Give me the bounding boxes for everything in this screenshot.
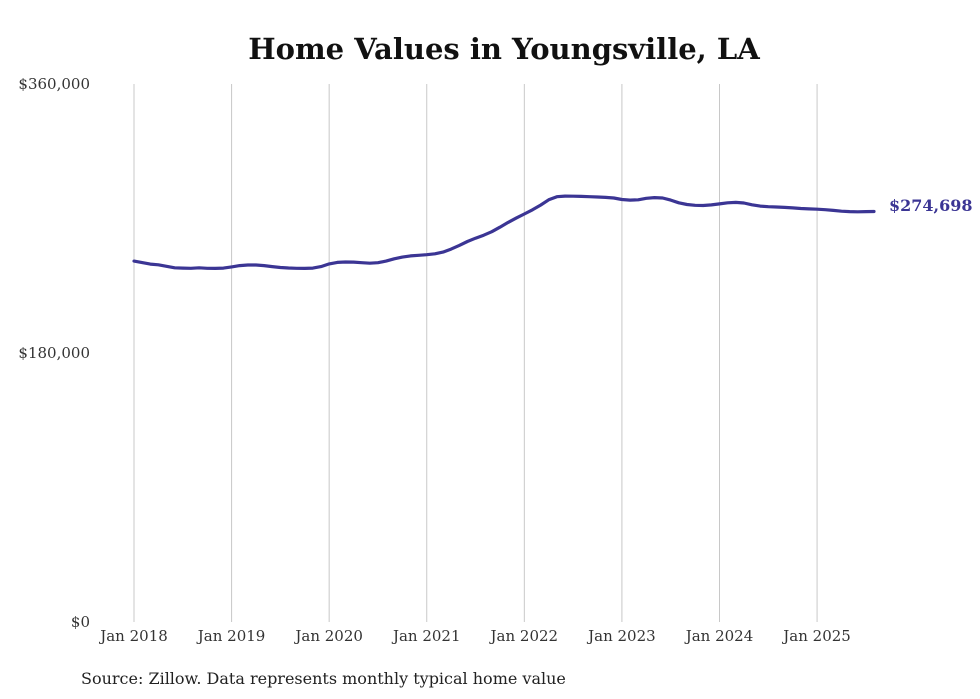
- y-tick-label: $180,000: [18, 344, 90, 362]
- latest-value-label: $274,698: [889, 196, 973, 215]
- x-axis-tick-labels: Jan 2018 Jan 2019 Jan 2020 Jan 2021 Jan 2022…: [98, 627, 851, 645]
- x-tick-label: Jan 2025: [781, 627, 851, 645]
- chart-title: Home Values in Youngsville, LA: [248, 32, 760, 66]
- x-tick-label: Jan 2023: [586, 627, 656, 645]
- x-tick-label: Jan 2018: [98, 627, 168, 645]
- vertical-gridlines: [133, 84, 818, 622]
- x-tick-label: Jan 2019: [196, 627, 266, 645]
- y-tick-label: $0: [71, 613, 90, 631]
- x-tick-label: Jan 2020: [293, 627, 363, 645]
- home-value-line: [132, 194, 876, 270]
- source-note: Source: Zillow. Data represents monthly …: [81, 669, 566, 688]
- x-tick-label: Jan 2024: [684, 627, 754, 645]
- y-tick-label: $360,000: [18, 75, 90, 93]
- x-tick-label: Jan 2022: [489, 627, 559, 645]
- y-axis-tick-labels: $0 $180,000 $360,000: [18, 75, 90, 631]
- x-tick-label: Jan 2021: [391, 627, 461, 645]
